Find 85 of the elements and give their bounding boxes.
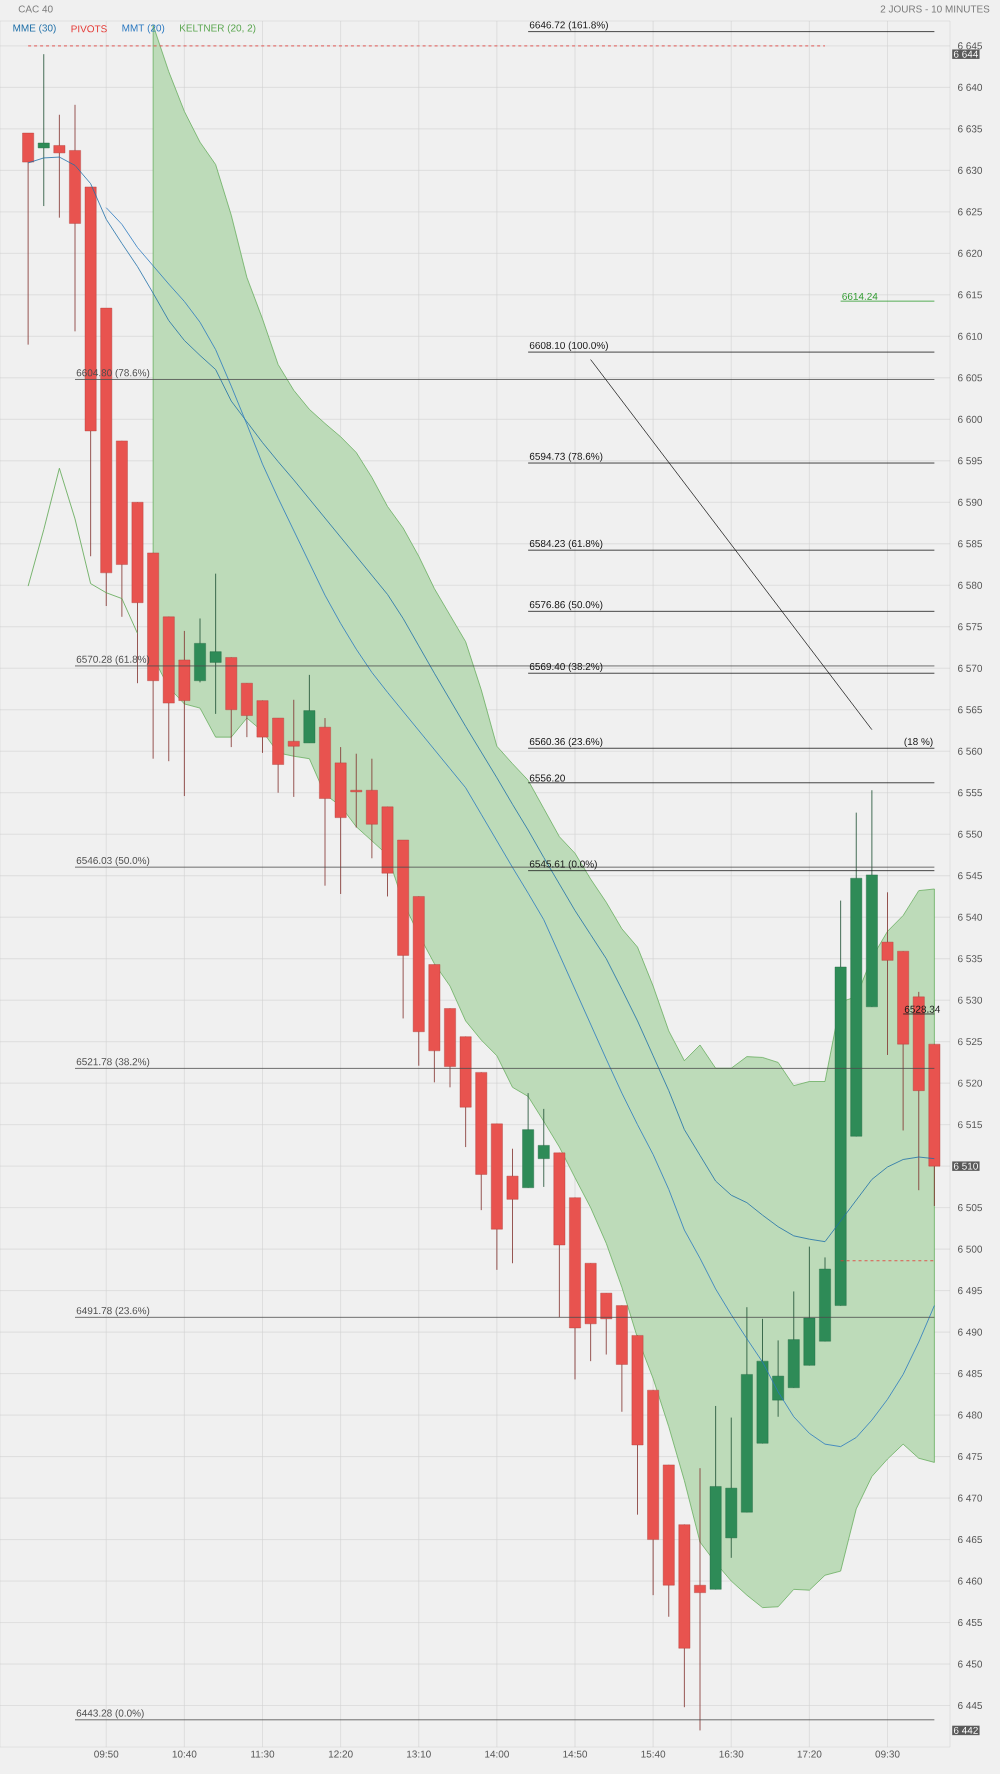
- y-tick-label: 6 450: [958, 1660, 983, 1668]
- x-tick-label: 14:00: [485, 1750, 509, 1758]
- y-tick-label: 6 545: [958, 872, 983, 880]
- y-tick-label: 6 505: [958, 1204, 983, 1212]
- y-tick-label: 6 645: [958, 42, 983, 50]
- y-tick-label: 6 530: [958, 996, 983, 1004]
- y-tick-label: 6 480: [958, 1411, 983, 1419]
- y-tick-label: 6 625: [958, 208, 983, 216]
- y-tick-label: 6 555: [958, 789, 983, 797]
- x-tick-label: 14:50: [563, 1750, 588, 1758]
- annotation: 6 442: [953, 1726, 978, 1734]
- candlestick: [37, 53, 50, 207]
- y-tick-label: 6 560: [958, 747, 983, 755]
- y-tick-label: 6 465: [958, 1536, 983, 1544]
- x-tick-label: 09:30: [875, 1750, 900, 1758]
- x-tick-label: 12:20: [328, 1750, 353, 1758]
- y-tick-label: 6 565: [958, 706, 983, 714]
- y-tick-label: 6 590: [958, 498, 983, 506]
- candlestick: [537, 1108, 550, 1188]
- y-tick-label: 6 490: [958, 1328, 983, 1336]
- y-tick-label: 6 535: [958, 955, 983, 963]
- annotation: 6546.03 (50.0%): [76, 856, 150, 866]
- x-tick-label: 10:40: [172, 1750, 197, 1758]
- annotation: 6608.10 (100.0%): [529, 341, 608, 351]
- candlestick: [694, 1467, 706, 1731]
- y-tick-label: 6 520: [958, 1079, 983, 1087]
- y-tick-label: 6 445: [958, 1702, 983, 1710]
- y-tick-label: 6 610: [958, 332, 983, 340]
- x-tick-label: 15:40: [641, 1750, 666, 1758]
- y-tick-label: 6 640: [958, 83, 983, 91]
- y-tick-label: 6 615: [958, 291, 983, 299]
- y-tick-label: 6 595: [958, 457, 983, 465]
- annotation: 6556.20: [529, 774, 565, 782]
- y-tick-label: 6 570: [958, 664, 983, 672]
- annotation: 6 644: [953, 50, 979, 58]
- annotation: 6584.23 (61.8%): [529, 539, 603, 549]
- candlestick: [53, 114, 66, 219]
- annotation: 6560.36 (23.6%): [529, 737, 603, 748]
- candlestick: [287, 699, 300, 798]
- series-label: PIVOTS: [71, 25, 107, 33]
- y-tick-label: 6 525: [958, 1038, 983, 1046]
- y-tick-label: 6 585: [958, 540, 983, 548]
- y-tick-label: 6 515: [958, 1121, 983, 1129]
- candlestick: [350, 753, 363, 828]
- y-tick-label: 6 475: [958, 1453, 983, 1461]
- x-tick-label: 09:50: [94, 1750, 119, 1758]
- y-tick-label: 6 635: [958, 125, 983, 133]
- x-tick-label: 16:30: [719, 1750, 744, 1758]
- y-tick-label: 6 630: [958, 166, 983, 174]
- y-tick-label: 6 460: [958, 1577, 983, 1585]
- chart-subtitle: 2 JOURS - 10 MINUTES: [880, 5, 990, 13]
- y-tick-label: 6 500: [958, 1245, 983, 1253]
- annotation: 6545.61 (0.0%): [529, 860, 597, 870]
- y-tick-label: 6 455: [958, 1619, 983, 1627]
- text: MME (30): [13, 24, 56, 34]
- y-tick-label: 6 600: [958, 415, 983, 423]
- annotation: 6569.40 (38.2%): [529, 662, 603, 673]
- y-tick-label: 6 550: [958, 830, 983, 838]
- x-tick-label: 17:20: [797, 1750, 822, 1758]
- x-tick-label: 11:30: [251, 1750, 275, 1758]
- annotation: 6614.24: [842, 292, 878, 300]
- legend-label: KELTNER (20, 2): [180, 24, 256, 34]
- line-series: [27, 467, 138, 634]
- candlestick: [881, 891, 894, 1056]
- y-tick-label: 6 470: [958, 1494, 983, 1502]
- y-tick-label: 6 620: [958, 249, 983, 257]
- y-tick-label: 6 575: [958, 623, 983, 631]
- annotation: 6521.78 (38.2%): [76, 1057, 150, 1068]
- annotation: 6443.28 (0.0%): [76, 1709, 144, 1719]
- y-tick-label: 6 605: [958, 374, 983, 382]
- x-tick-label: 13:10: [407, 1750, 431, 1758]
- annotation: 6576.86 (50.0%): [529, 600, 603, 611]
- annotation: 6 510: [953, 1162, 978, 1170]
- y-tick-label: 6 485: [958, 1370, 983, 1378]
- chart-title: CAC 40: [18, 5, 53, 13]
- y-tick-label: 6 540: [958, 913, 983, 921]
- candlestick: [209, 573, 222, 715]
- annotation: 6646.72 (161.8%): [529, 21, 608, 31]
- y-tick-label: 6 580: [958, 581, 983, 589]
- annotation: 6594.73 (78.6%): [529, 452, 603, 462]
- annotation: (18 %): [904, 737, 933, 748]
- annotation: 6491.78 (23.6%): [76, 1306, 150, 1317]
- y-tick-label: 6 495: [958, 1287, 983, 1295]
- candlestick: [506, 1148, 519, 1264]
- text: MMT (20): [122, 24, 165, 34]
